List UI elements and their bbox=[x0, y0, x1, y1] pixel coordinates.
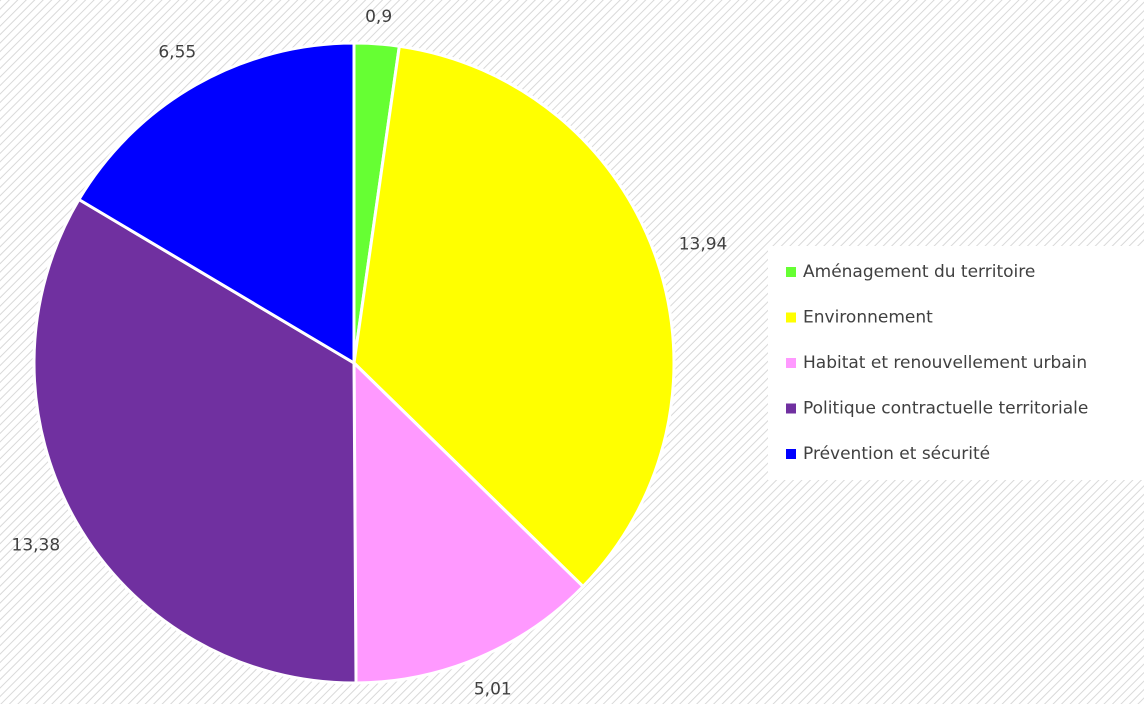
legend-swatch bbox=[786, 358, 796, 368]
legend-swatch bbox=[786, 312, 796, 323]
pie-slice bbox=[352, 44, 676, 589]
data-label: 13,94 bbox=[679, 234, 728, 254]
data-label: 13,38 bbox=[12, 535, 61, 555]
legend-swatch bbox=[786, 449, 796, 459]
legend-label: Habitat et renouvellement urbain bbox=[803, 353, 1087, 373]
legend-swatch bbox=[786, 403, 796, 414]
legend-label: Aménagement du territoire bbox=[803, 262, 1035, 282]
data-label: 0,9 bbox=[365, 7, 392, 27]
pie-slice bbox=[352, 359, 586, 685]
pie-slice bbox=[32, 197, 358, 685]
data-label: 5,01 bbox=[474, 680, 512, 700]
data-label: 6,55 bbox=[158, 42, 196, 62]
legend-swatch bbox=[786, 267, 796, 277]
pie-slice bbox=[76, 41, 356, 366]
legend-label: Politique contractuelle territoriale bbox=[803, 399, 1088, 419]
legend-box bbox=[768, 246, 1144, 480]
legend-label: Environnement bbox=[803, 308, 933, 328]
legend-label: Prévention et sécurité bbox=[803, 444, 990, 464]
